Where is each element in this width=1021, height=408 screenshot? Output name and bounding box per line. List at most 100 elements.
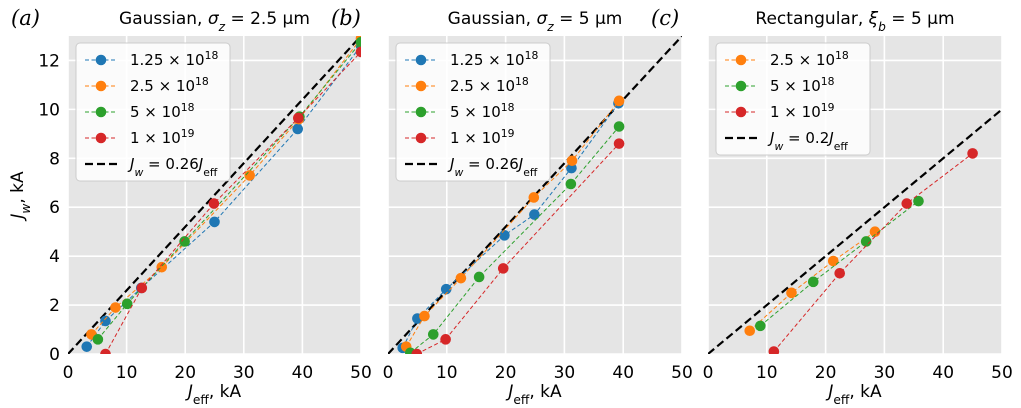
chart-title-part: Rectangular, (755, 9, 868, 29)
legend-label-part: 1.25 × 10 (450, 51, 525, 69)
data-point (121, 298, 133, 310)
x-tick-label: 0 (383, 363, 394, 383)
data-point (807, 276, 819, 288)
legend-label-part: J (767, 129, 774, 147)
legend-label: 1 × 1019 (450, 127, 515, 148)
legend-label-part: 18 (525, 49, 539, 62)
data-point (92, 334, 104, 345)
series-line (86, 45, 361, 347)
x-axis-label-part: J (185, 382, 193, 402)
legend-label: 2.5 × 1018 (450, 75, 529, 96)
legend-label-part: J (196, 155, 203, 173)
x-tick-label: 0 (63, 363, 74, 383)
legend-label: 2.5 × 1018 (770, 49, 849, 70)
x-tick-label: 10 (756, 363, 778, 383)
data-point (455, 272, 467, 284)
chart-title-part: ξ (868, 9, 879, 29)
data-point (292, 123, 304, 135)
legend-label: Jw = 0.26Jeff (447, 155, 538, 179)
chart-title: Gaussian, σz = 5 µm (448, 9, 623, 34)
y-axis-label-part: J (8, 214, 28, 222)
series-line (749, 231, 876, 332)
x-tick-label: 10 (116, 363, 138, 383)
data-point (411, 348, 423, 354)
legend-marker (735, 80, 747, 92)
data-point (292, 112, 304, 124)
series-line (773, 153, 973, 352)
legend-label-part: eff (834, 140, 849, 153)
x-axis-label-part: , kA (849, 382, 882, 402)
legend-label: Jw = 0.2Jeff (767, 129, 848, 153)
data-point (81, 341, 93, 352)
chart-panel-1: 0 10 20 30 40 50 0 2 4 6 8 10 12 Gaussian, σz = 2.5 µ… (8, 6, 372, 407)
x-tick-label: 20 (495, 363, 517, 383)
x-tick-label: 50 (991, 363, 1013, 383)
legend-label-part: eff (203, 166, 218, 179)
series-line (416, 143, 620, 354)
x-tick-label: 0 (703, 363, 714, 383)
x-axis-label-part: J (825, 382, 833, 402)
data-point (566, 155, 578, 167)
legend-label-part: 1 × 10 (130, 129, 181, 147)
y-tick-label: 6 (49, 198, 60, 218)
x-tick-label: 40 (292, 363, 314, 383)
reference-line (708, 108, 1002, 354)
data-point (440, 334, 451, 345)
legend-label-part: w (774, 140, 783, 153)
chart-title-part: = 5 µm (554, 9, 623, 29)
legend-label-part: J (516, 155, 523, 173)
chart-title-part: z (546, 20, 554, 34)
legend-label-part: 18 (515, 75, 529, 88)
y-axis-label-part: w (19, 203, 33, 214)
legend-label-part: 18 (195, 75, 209, 88)
x-tick-label: 40 (932, 363, 954, 383)
data-point (497, 263, 509, 274)
legend-box (715, 42, 871, 156)
legend-marker (415, 80, 427, 92)
x-axis-label-part: eff (193, 393, 210, 407)
data-point (179, 236, 190, 247)
data-point (768, 346, 780, 354)
legend-label-part: 2.5 × 10 (770, 51, 835, 69)
legend-label-part: 19 (501, 127, 515, 140)
legend-label-part: w (134, 166, 143, 179)
legend-label-part: 2.5 × 10 (130, 77, 195, 95)
legend-marker (95, 54, 107, 66)
data-point (110, 302, 121, 313)
legend-label-part: 5 × 10 (130, 103, 181, 121)
x-axis-label: Jeff, kA (825, 382, 882, 407)
x-tick-label: 40 (612, 363, 634, 383)
data-point (613, 95, 625, 107)
data-point (613, 121, 625, 132)
data-point (419, 310, 430, 322)
chart-title-part: σ (208, 9, 220, 29)
x-tick-label: 30 (874, 363, 896, 383)
data-point (209, 216, 220, 228)
data-point (529, 209, 540, 220)
x-tick-label: 20 (815, 363, 837, 383)
legend-label-part: 18 (821, 75, 835, 88)
legend-label: Jw = 0.26Jeff (127, 155, 218, 179)
legend-label-part: 2.5 × 10 (450, 77, 515, 95)
legend-label-part: 18 (501, 101, 515, 114)
legend-label-part: J (127, 155, 134, 173)
data-point (100, 315, 111, 327)
data-point (100, 348, 111, 354)
data-point (244, 170, 255, 181)
series-line (405, 100, 620, 347)
data-point (827, 255, 839, 267)
legend-label-part: 1 × 10 (450, 129, 501, 147)
data-point (427, 329, 439, 340)
data-point (755, 320, 766, 332)
chart-title-part: Gaussian, (448, 9, 537, 29)
legend-label-part: 19 (821, 101, 835, 114)
y-tick-label: 8 (49, 149, 60, 169)
chart-title-part: z (218, 20, 226, 34)
data-point (786, 287, 797, 299)
legend-label: 5 × 1018 (450, 101, 515, 122)
chart-title: Gaussian, σz = 2.5 µm (119, 9, 310, 34)
y-tick-label: 4 (49, 247, 60, 267)
legend-label-part: = 0.2 (783, 129, 829, 147)
